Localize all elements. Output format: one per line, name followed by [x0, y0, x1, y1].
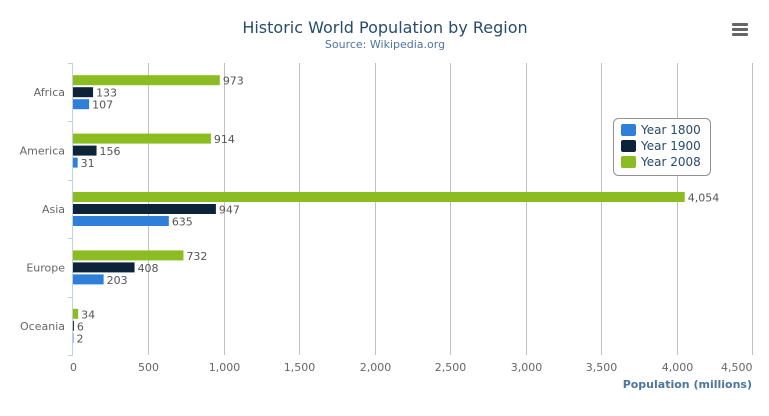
data-label: 34 [81, 308, 95, 321]
legend-label: Year 1900 [640, 139, 701, 153]
category-label: America [20, 145, 65, 158]
data-label: 203 [107, 274, 128, 287]
data-label: 635 [172, 216, 193, 229]
bar-year-1900 [73, 145, 97, 156]
x-tick-label: 2,000 [360, 361, 392, 374]
bar-year-2008 [73, 250, 184, 261]
legend-label: Year 1800 [640, 123, 701, 137]
bar-year-1800 [73, 216, 169, 226]
bar-year-1800 [73, 274, 104, 285]
data-label: 914 [214, 133, 235, 146]
x-tick-label: 3,000 [511, 361, 543, 374]
data-label: 31 [81, 157, 95, 170]
bar-year-1900 [73, 204, 216, 214]
bar-year-2008 [73, 192, 685, 202]
x-tick-label: 4,500 [721, 361, 753, 374]
legend-swatch [621, 124, 636, 136]
bar-year-1800 [73, 332, 74, 343]
hamburger-menu-icon[interactable] [730, 21, 750, 38]
category-label: Asia [42, 203, 65, 216]
bar-year-2008 [73, 133, 211, 144]
category-label: Africa [34, 86, 65, 99]
chart-subtitle: Source: Wikipedia.org [325, 38, 445, 51]
data-label: 107 [92, 99, 113, 112]
x-tick-label: 3,500 [586, 361, 618, 374]
legend-swatch [621, 156, 636, 168]
legend-swatch [621, 140, 636, 152]
data-label: 732 [186, 250, 207, 263]
legend-item[interactable]: Year 2008 [621, 155, 701, 169]
bar-year-1800 [73, 157, 78, 168]
x-tick-label: 0 [70, 361, 77, 374]
bar-year-1900 [73, 87, 94, 98]
data-label: 973 [223, 75, 244, 88]
data-label: 133 [96, 87, 117, 100]
data-label: 947 [219, 204, 240, 217]
x-tick-label: 500 [138, 361, 159, 374]
x-tick-label: 1,500 [284, 361, 316, 374]
legend: Year 1800 Year 1900 Year 2008 [613, 118, 711, 176]
value-axis-title: Population (millions) [623, 378, 752, 391]
x-tick-label: 2,500 [435, 361, 467, 374]
category-label: Europe [26, 261, 65, 274]
data-label: 2 [77, 332, 84, 345]
data-label: 4,054 [688, 192, 720, 205]
legend-box [613, 118, 711, 176]
legend-label: Year 2008 [640, 155, 701, 169]
bar-year-2008 [73, 75, 220, 86]
bar-year-1800 [73, 99, 90, 110]
legend-item[interactable]: Year 1800 [621, 123, 701, 137]
chart-title: Historic World Population by Region [242, 18, 527, 37]
data-label: 408 [138, 262, 159, 275]
x-tick-label: 1,000 [209, 361, 241, 374]
bar-year-2008 [73, 308, 79, 319]
bar-year-1900 [73, 320, 74, 331]
data-label: 156 [100, 145, 121, 158]
category-label: Oceania [20, 320, 65, 333]
data-label: 6 [77, 320, 84, 333]
bar-year-1900 [73, 262, 135, 273]
legend-item[interactable]: Year 1900 [621, 139, 701, 153]
x-tick-label: 4,000 [662, 361, 694, 374]
